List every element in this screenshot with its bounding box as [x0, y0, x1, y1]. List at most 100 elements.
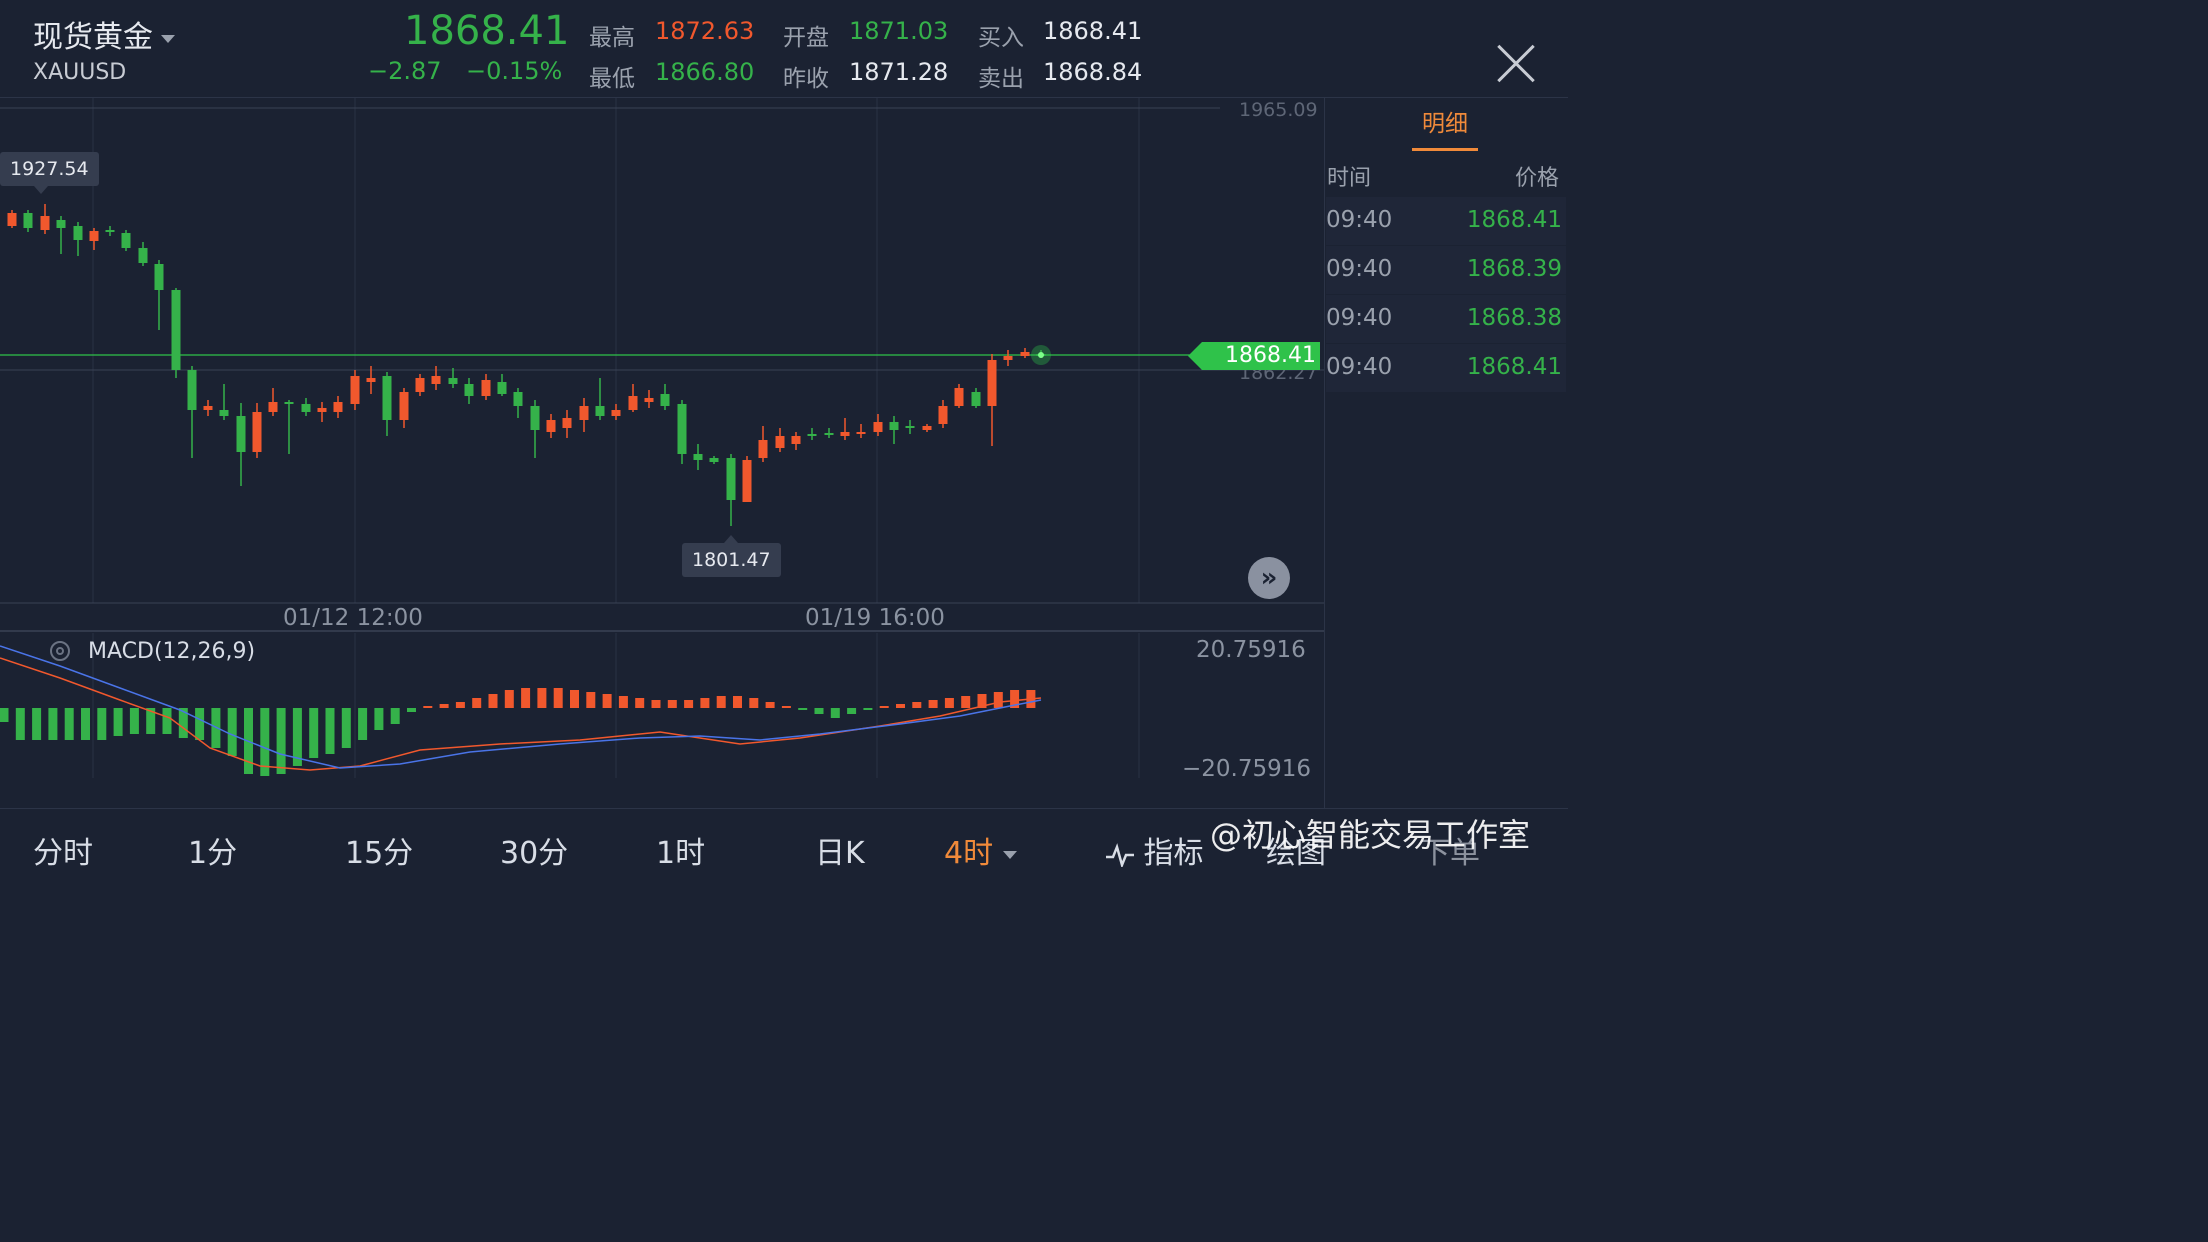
candle-body	[268, 402, 278, 412]
candle-body	[579, 406, 589, 420]
last-price: 1868.41	[404, 8, 570, 54]
macd-bar	[781, 706, 791, 708]
tick-time: 09:40	[1326, 207, 1393, 233]
tick-row: 09:40 1868.41	[1326, 197, 1566, 246]
macd-bar	[618, 696, 628, 708]
tab-4hour-label[interactable]: 4时	[944, 836, 994, 871]
chevron-down-icon[interactable]	[1003, 850, 1018, 859]
candle-body	[284, 402, 294, 404]
instrument-name[interactable]: 现货黄金	[33, 12, 175, 56]
macd-bar	[586, 692, 596, 708]
macd-bar	[814, 708, 824, 714]
tab-15min[interactable]: 15分	[345, 836, 414, 871]
candle-body	[333, 402, 343, 412]
ask-label: 卖出	[978, 66, 1024, 92]
tab-detail[interactable]: 明细	[1422, 111, 1468, 137]
macd-bar	[961, 696, 971, 708]
tick-time: 09:40	[1326, 354, 1393, 380]
candle-body	[415, 378, 425, 392]
low-value: 1866.80	[655, 58, 755, 86]
candle-body	[252, 412, 262, 452]
tick-row: 09:40 1868.41	[1326, 344, 1566, 393]
macd-bar	[374, 708, 384, 730]
candle-body	[203, 406, 213, 410]
ask-value: 1868.84	[1043, 58, 1143, 86]
candle-body	[938, 406, 948, 424]
tick-price: 1868.41	[1466, 207, 1562, 233]
indicator-label: 指标	[1143, 836, 1204, 871]
min-price-tag: 1801.47	[682, 535, 781, 577]
indicator-button[interactable]: 指标	[1106, 828, 1204, 872]
candle-body	[726, 458, 736, 500]
candle-body	[464, 384, 474, 396]
candle-body	[219, 410, 229, 416]
macd-bar	[227, 708, 237, 756]
tab-timeshare[interactable]: 分时	[33, 836, 93, 871]
macd-bar	[455, 702, 465, 708]
prev-close-value: 1871.28	[849, 58, 949, 86]
macd-bar	[553, 688, 563, 708]
macd-bar	[830, 708, 840, 718]
col-time-header: 时间	[1327, 166, 1372, 191]
fast-forward-button[interactable]: »	[1248, 557, 1290, 599]
current-price-dot	[1038, 352, 1044, 358]
candle-body	[23, 213, 33, 228]
candle-body	[187, 370, 197, 410]
close-icon[interactable]	[1494, 42, 1538, 86]
draw-label: 绘图	[1266, 836, 1326, 871]
order-button[interactable]: 下单	[1420, 828, 1480, 872]
candle-body	[954, 388, 964, 406]
candle-body	[530, 406, 540, 430]
candle-body	[660, 394, 670, 406]
candle-body	[807, 434, 817, 436]
tab-30min[interactable]: 30分	[500, 836, 569, 871]
tab-daily[interactable]: 日K	[815, 836, 865, 871]
price-change: −2.87	[368, 57, 442, 85]
draw-button[interactable]: 绘图	[1266, 828, 1326, 872]
chevron-down-icon[interactable]	[161, 34, 175, 43]
tick-row: 09:40 1868.39	[1326, 246, 1566, 295]
gear-icon[interactable]	[50, 641, 70, 661]
pulse-icon	[1106, 842, 1134, 869]
candle-body	[742, 460, 752, 502]
macd-dif-line	[0, 657, 1042, 771]
macd-bar	[0, 708, 9, 722]
macd-bar	[341, 708, 351, 748]
macd-bar	[537, 688, 547, 708]
macd-title: MACD(12,26,9)	[88, 639, 256, 664]
tab-1hour[interactable]: 1时	[656, 836, 706, 871]
candle-body	[138, 248, 148, 263]
candle-body	[840, 432, 850, 436]
tab-1min[interactable]: 1分	[188, 836, 238, 871]
macd-bar	[896, 704, 905, 708]
candle-body	[73, 226, 83, 240]
macd-bar	[146, 708, 156, 734]
instrument-name-label[interactable]: 现货黄金	[33, 20, 153, 55]
tab-4hour[interactable]: 4时	[944, 828, 1018, 872]
order-label: 下单	[1420, 836, 1480, 871]
macd-lower-value: −20.75916	[1182, 756, 1312, 782]
tab-underline	[1412, 148, 1478, 151]
macd-bar	[651, 700, 661, 708]
macd-bar	[749, 698, 759, 708]
macd-bar	[129, 708, 139, 734]
candle-body	[7, 213, 17, 226]
price-change-percent: −0.15%	[466, 57, 563, 85]
candle-body	[1020, 352, 1030, 356]
macd-bar	[700, 698, 710, 708]
candle-body	[856, 432, 866, 434]
macd-bar	[162, 708, 172, 734]
candle-body	[873, 422, 883, 432]
tick-price: 1868.38	[1466, 305, 1562, 331]
macd-bar	[472, 698, 482, 708]
macd-bar	[521, 688, 531, 708]
macd-bar	[635, 698, 645, 708]
macd-bar	[570, 690, 579, 708]
macd-bar	[765, 702, 775, 708]
candle-body	[758, 440, 768, 458]
macd-bar	[260, 708, 270, 776]
chart-grid	[0, 98, 1324, 778]
kline-chart[interactable]	[0, 98, 1324, 808]
high-label: 最高	[589, 25, 635, 51]
current-price-tag: 1868.41	[1188, 342, 1320, 370]
